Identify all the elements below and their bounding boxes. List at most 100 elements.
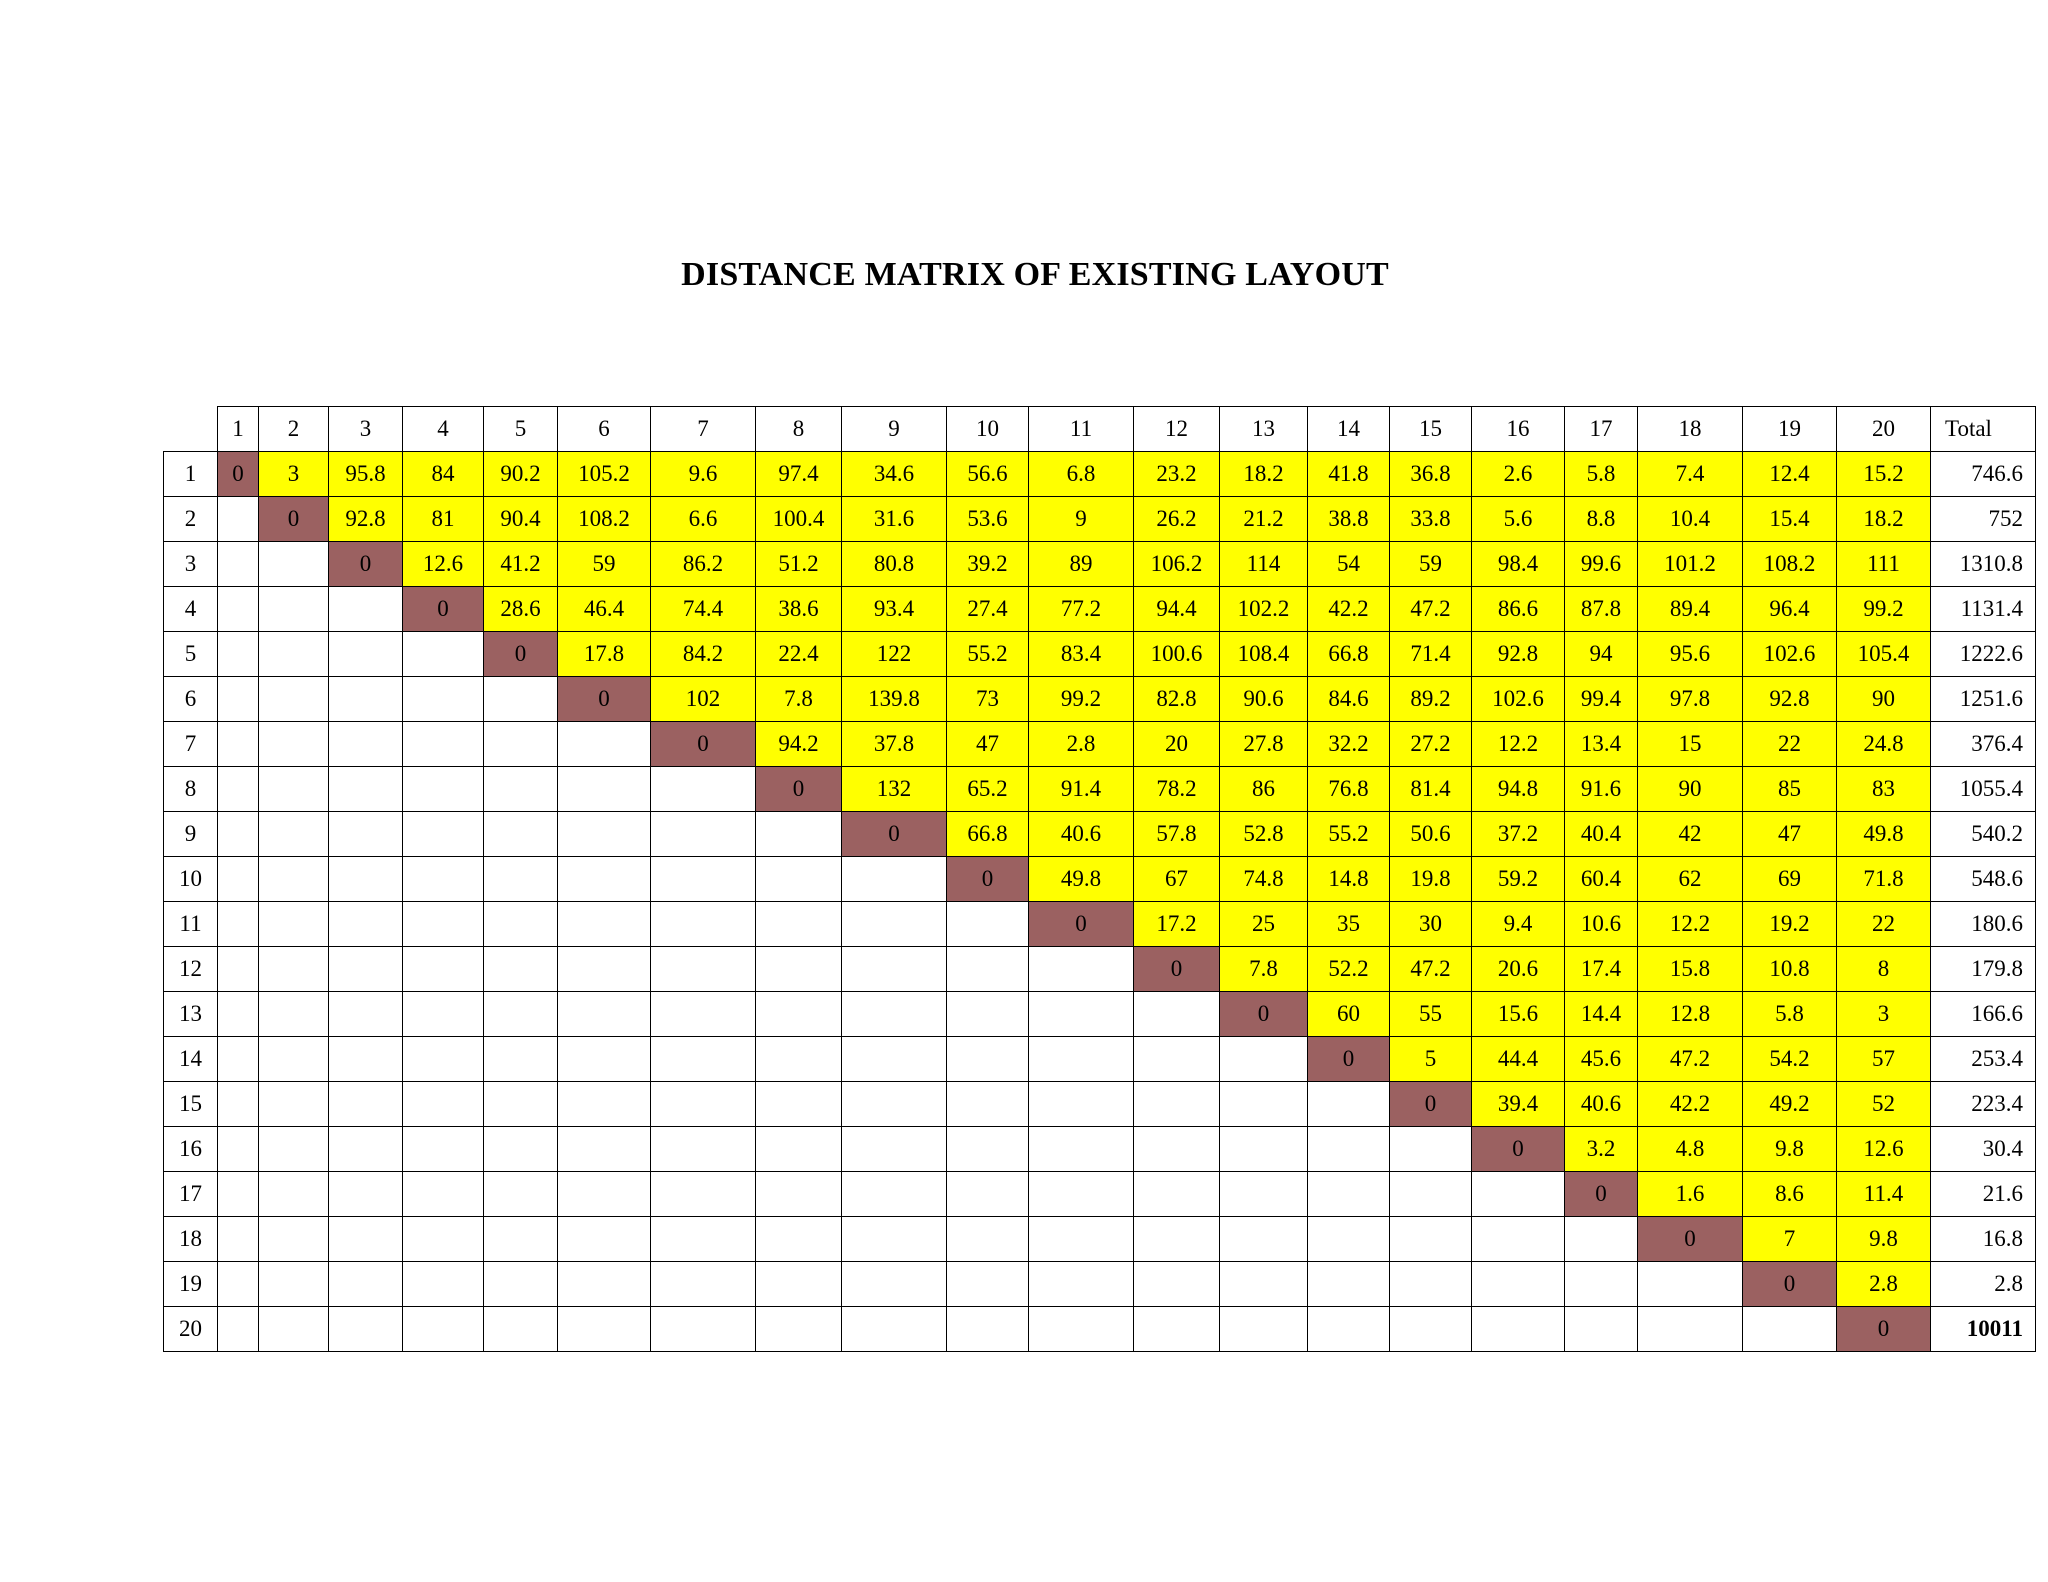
table-row: 2 0 92.8 81 90.4 108.2 6.6 100.4 31.6 53.6 9 26.2 21… <box>163 496 2036 542</box>
distance-cell: 7.4 <box>1637 451 1743 497</box>
row-header: 4 <box>163 586 218 632</box>
distance-cell: 94.2 <box>755 721 842 767</box>
distance-cell: 31.6 <box>841 496 947 542</box>
distance-cell: 91.6 <box>1564 766 1638 812</box>
distance-cell: 38.6 <box>755 586 842 632</box>
distance-matrix-table: 1 2 3 4 5 6 7 8 9 10 11 12 13 14 15 16 17 18 19 20 Total 1 0 3 9… <box>163 406 2036 1352</box>
distance-cell: 9.8 <box>1836 1216 1931 1262</box>
empty-cell <box>402 1081 484 1127</box>
row-total-cell: 2.8 <box>1930 1261 2036 1307</box>
row-header: 3 <box>163 541 218 587</box>
distance-cell: 13.4 <box>1564 721 1638 767</box>
column-header: 19 <box>1742 406 1837 452</box>
distance-cell: 9.4 <box>1471 901 1565 947</box>
distance-cell: 81 <box>402 496 484 542</box>
distance-cell: 83 <box>1836 766 1931 812</box>
distance-cell: 1.6 <box>1637 1171 1743 1217</box>
distance-cell: 100.6 <box>1133 631 1220 677</box>
column-header: 4 <box>402 406 484 452</box>
distance-cell: 23.2 <box>1133 451 1220 497</box>
empty-cell <box>841 1081 947 1127</box>
empty-cell <box>557 1171 651 1217</box>
empty-cell <box>402 721 484 767</box>
empty-cell <box>328 721 403 767</box>
distance-cell: 85 <box>1742 766 1837 812</box>
empty-cell <box>1307 1081 1390 1127</box>
distance-cell: 14.4 <box>1564 991 1638 1037</box>
empty-cell <box>1219 1081 1308 1127</box>
empty-cell <box>946 1081 1029 1127</box>
empty-cell <box>402 1261 484 1307</box>
distance-cell: 78.2 <box>1133 766 1220 812</box>
empty-cell <box>217 721 259 767</box>
column-header: 5 <box>483 406 558 452</box>
row-total-cell: 223.4 <box>1930 1081 2036 1127</box>
empty-cell <box>1133 1126 1220 1172</box>
diagonal-cell: 0 <box>755 766 842 812</box>
distance-cell: 17.2 <box>1133 901 1220 947</box>
empty-cell <box>258 1306 329 1352</box>
column-header: 17 <box>1564 406 1638 452</box>
distance-cell: 94.4 <box>1133 586 1220 632</box>
distance-cell: 102.6 <box>1742 631 1837 677</box>
empty-cell <box>1389 1216 1472 1262</box>
table-row: 14 0 5 44.4 45.6 47.2 54.2 57 253.4 <box>163 1036 2036 1082</box>
row-total-cell: 21.6 <box>1930 1171 2036 1217</box>
distance-cell: 86.6 <box>1471 586 1565 632</box>
distance-cell: 77.2 <box>1028 586 1134 632</box>
empty-cell <box>557 1216 651 1262</box>
distance-cell: 54 <box>1307 541 1390 587</box>
distance-cell: 59 <box>1389 541 1472 587</box>
distance-cell: 30 <box>1389 901 1472 947</box>
distance-cell: 46.4 <box>557 586 651 632</box>
table-row: 12 0 7.8 52.2 47.2 20.6 17.4 15.8 10.8 8 179.8 <box>163 946 2036 992</box>
empty-cell <box>1637 1306 1743 1352</box>
empty-cell <box>1637 1261 1743 1307</box>
diagonal-cell: 0 <box>946 856 1029 902</box>
empty-cell <box>557 1126 651 1172</box>
page-title: DISTANCE MATRIX OF EXISTING LAYOUT <box>681 256 1389 293</box>
distance-cell: 39.2 <box>946 541 1029 587</box>
empty-cell <box>1133 1306 1220 1352</box>
empty-cell <box>258 541 329 587</box>
distance-cell: 2.8 <box>1028 721 1134 767</box>
distance-cell: 36.8 <box>1389 451 1472 497</box>
distance-cell: 92.8 <box>1742 676 1837 722</box>
row-total-cell: 1131.4 <box>1930 586 2036 632</box>
row-total-cell: 180.6 <box>1930 901 2036 947</box>
empty-cell <box>217 1036 259 1082</box>
empty-cell <box>650 1306 756 1352</box>
empty-cell <box>217 676 259 722</box>
distance-cell: 3 <box>1836 991 1931 1037</box>
empty-cell <box>841 1261 947 1307</box>
distance-cell: 17.8 <box>557 631 651 677</box>
distance-cell: 10.6 <box>1564 901 1638 947</box>
distance-cell: 15.4 <box>1742 496 1837 542</box>
row-total-cell: 746.6 <box>1930 451 2036 497</box>
distance-cell: 83.4 <box>1028 631 1134 677</box>
distance-cell: 37.8 <box>841 721 947 767</box>
distance-cell: 7.8 <box>755 676 842 722</box>
empty-cell <box>258 586 329 632</box>
distance-cell: 49.8 <box>1028 856 1134 902</box>
row-total-cell: 1310.8 <box>1930 541 2036 587</box>
distance-cell: 22 <box>1836 901 1931 947</box>
distance-cell: 19.8 <box>1389 856 1472 902</box>
empty-cell <box>258 856 329 902</box>
row-header: 20 <box>163 1306 218 1352</box>
empty-cell <box>755 1261 842 1307</box>
row-header: 2 <box>163 496 218 542</box>
table-row: 1 0 3 95.8 84 90.2 105.2 9.6 97.4 34.6 56.6 6.8 23.2… <box>163 451 2036 497</box>
distance-cell: 57 <box>1836 1036 1931 1082</box>
empty-cell <box>483 1216 558 1262</box>
empty-cell <box>217 811 259 857</box>
distance-cell: 2.8 <box>1836 1261 1931 1307</box>
empty-cell <box>557 856 651 902</box>
distance-cell: 57.8 <box>1133 811 1220 857</box>
diagonal-cell: 0 <box>1836 1306 1931 1352</box>
table-row: 7 0 94.2 37.8 47 2.8 20 27.8 32.2 27.2 12.2 13.4 15 2… <box>163 721 2036 767</box>
distance-cell: 90 <box>1637 766 1743 812</box>
column-header: 9 <box>841 406 947 452</box>
empty-cell <box>258 1216 329 1262</box>
empty-cell <box>1219 1126 1308 1172</box>
